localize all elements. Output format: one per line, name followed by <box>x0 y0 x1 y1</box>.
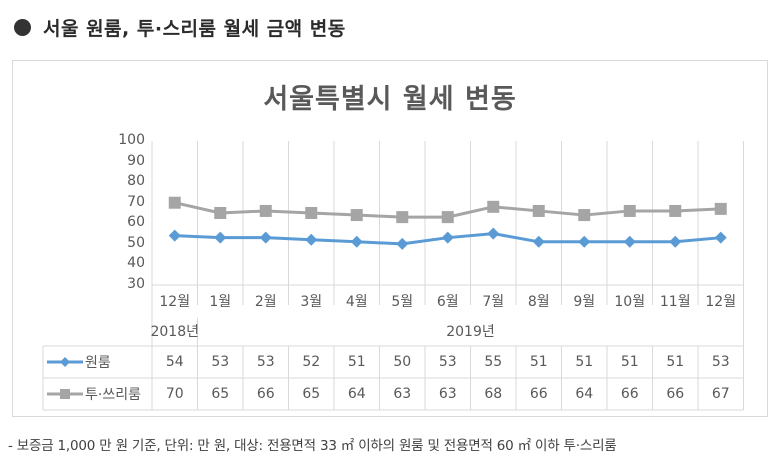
data-table-cell: 63 <box>393 386 412 402</box>
x-axis-month-label: 11월 <box>659 294 691 310</box>
section-heading-text: 서울 원룸, 투·스리룸 월세 금액 변동 <box>43 17 346 40</box>
data-table-cell: 66 <box>529 386 548 402</box>
data-table-cell: 53 <box>256 354 275 370</box>
legend-label: 원룸 <box>85 355 111 371</box>
x-axis-month-label: 12월 <box>705 294 737 310</box>
data-table-cell: 63 <box>438 386 457 402</box>
y-tick-label: 40 <box>127 255 145 272</box>
y-tick-label: 90 <box>127 152 145 169</box>
section-heading: 서울 원룸, 투·스리룸 월세 금액 변동 <box>14 12 346 42</box>
data-table-cell: 64 <box>575 386 594 402</box>
data-table-cell: 55 <box>484 354 503 370</box>
chart-title: 서울특별시 월세 변동 <box>263 84 517 115</box>
x-axis-month-label: 4월 <box>345 294 368 310</box>
data-table-cell: 51 <box>666 354 685 370</box>
x-axis-month-label: 12월 <box>159 294 191 310</box>
x-axis-month-label: 2월 <box>254 294 277 310</box>
y-tick-label: 50 <box>127 234 145 251</box>
x-axis-year-label: 2018년 <box>150 324 199 340</box>
legend-square-marker-icon <box>47 389 83 399</box>
data-table-cell: 53 <box>711 354 730 370</box>
x-axis-month-label: 1월 <box>209 294 232 310</box>
data-table-cell: 51 <box>620 354 639 370</box>
data-table-cell: 70 <box>165 386 184 402</box>
x-axis-month-label: 10월 <box>614 294 646 310</box>
data-table-cell: 68 <box>484 386 503 402</box>
data-table-cell: 66 <box>256 386 275 402</box>
x-axis-month-label: 3월 <box>300 294 323 310</box>
footnote: - 보증금 1,000 만 원 기준, 단위: 만 원, 대상: 전용면적 33… <box>8 438 617 454</box>
y-tick-label: 30 <box>127 276 145 292</box>
data-table-cell: 54 <box>165 354 184 370</box>
data-table-cell: 65 <box>302 386 321 402</box>
data-table-cell: 53 <box>211 354 230 370</box>
legend-label: 투·쓰리룸 <box>85 387 141 403</box>
x-axis-month-label: 7월 <box>482 294 505 310</box>
y-tick-label: 100 <box>118 132 145 148</box>
x-axis-month-label: 5월 <box>391 294 414 310</box>
data-table-cell: 66 <box>620 386 639 402</box>
legend-entry: 원룸 <box>47 346 111 378</box>
data-table-cell: 65 <box>211 386 230 402</box>
bullet-icon <box>14 18 31 36</box>
data-table-cell: 53 <box>438 354 457 370</box>
data-table-cell: 66 <box>666 386 685 402</box>
x-axis-year-label: 2019년 <box>446 324 495 340</box>
y-tick-label: 70 <box>127 193 145 210</box>
x-axis-month-label: 9월 <box>573 294 596 310</box>
data-table-cell: 67 <box>711 386 730 402</box>
data-table-cell: 52 <box>302 354 321 370</box>
legend-entry: 투·쓰리룸 <box>47 378 141 410</box>
y-tick-label: 80 <box>127 173 145 190</box>
data-table-cell: 51 <box>347 354 366 370</box>
data-table-cell: 64 <box>347 386 366 402</box>
data-table-cell: 51 <box>575 354 594 370</box>
x-axis-month-label: 8월 <box>527 294 550 310</box>
y-tick-label: 60 <box>127 214 145 231</box>
data-table-cell: 51 <box>529 354 548 370</box>
line-chart-plot <box>42 141 744 411</box>
chart-container: 서울특별시 월세 변동 100 90 80 70 60 50 40 30 12월 1월 2월 3월 4… <box>12 60 768 417</box>
x-axis-month-label: 6월 <box>436 294 459 310</box>
data-table-cell: 50 <box>393 354 412 370</box>
legend-diamond-marker-icon <box>47 357 83 367</box>
